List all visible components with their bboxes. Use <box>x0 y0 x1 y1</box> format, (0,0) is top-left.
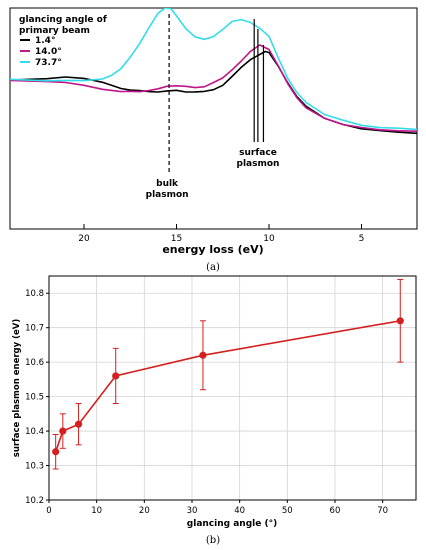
chart-a-plot-area <box>10 8 417 135</box>
data-point-4 <box>199 351 207 359</box>
chart-b-caption: (b) <box>206 535 220 546</box>
y-tick-label-0: 10.2 <box>25 496 44 506</box>
series-line-73-7- <box>10 8 417 131</box>
x-tick-label-0: 20 <box>78 234 90 244</box>
bulk-plasmon-label-0: bulk <box>156 179 179 189</box>
x-tick-label-3: 30 <box>187 506 198 516</box>
y-tick-label-6: 10.8 <box>25 289 44 299</box>
bulk-plasmon-label-1: plasmon <box>146 190 189 200</box>
chart-b-frame <box>48 275 417 501</box>
x-tick-label-5: 50 <box>282 506 293 516</box>
data-point-3 <box>112 372 120 380</box>
chart-b-x-label: glancing angle (°) <box>187 519 277 529</box>
chart-a-frame <box>9 7 418 230</box>
data-line <box>54 320 401 453</box>
chart-a-x-label: energy loss (eV) <box>162 243 263 256</box>
chart-b: 10.2 10.3 10.4 10.5 10.6 10.7 10.8 0 10 20 30 40 50… <box>12 275 417 546</box>
chart-b-data <box>52 278 404 470</box>
legend-title-line-1: glancing angle of <box>19 15 107 25</box>
x-tick-label-0: 0 <box>46 506 51 516</box>
y-tick-label-5: 10.7 <box>25 324 44 334</box>
surface-plasmon-label-0: surface <box>239 148 277 158</box>
legend-items: 1.4°14.0°73.7° <box>20 36 62 68</box>
data-point-2 <box>74 420 83 428</box>
x-tick-label-6: 60 <box>330 506 341 516</box>
y-tick-label-2: 10.4 <box>25 427 44 437</box>
chart-b-y-ticks: 10.2 10.3 10.4 10.5 10.6 10.7 10.8 <box>25 289 49 506</box>
data-point-5 <box>396 317 404 325</box>
y-tick-label-4: 10.6 <box>25 358 44 368</box>
legend-label-0: 1.4° <box>35 36 55 46</box>
x-tick-label-1: 10 <box>91 506 102 516</box>
x-tick-label-4: 40 <box>234 506 245 516</box>
x-tick-label-7: 70 <box>377 506 388 516</box>
series-line-14-0- <box>10 44 417 132</box>
y-tick-label-1: 10.3 <box>25 462 44 472</box>
x-tick-label-2: 10 <box>263 234 275 244</box>
chart-b-y-label: surface plasmon energy (eV) <box>12 319 22 458</box>
data-point-0 <box>52 448 60 456</box>
y-tick-label-3: 10.5 <box>25 393 44 403</box>
chart-a-legend: glancing angle of primary beam 1.4°14.0°… <box>19 15 107 68</box>
legend-title-line-2: primary beam <box>19 26 90 36</box>
legend-label-1: 14.0° <box>35 47 62 57</box>
legend-label-2: 73.7° <box>35 58 62 68</box>
x-tick-label-3: 5 <box>359 234 365 244</box>
chart-b-x-ticks: 0 10 20 30 40 50 60 70 <box>46 500 388 516</box>
chart-a-x-ticks: 20 15 10 5 <box>78 224 364 244</box>
surface-plasmon-label-1: plasmon <box>237 159 280 169</box>
data-point-1 <box>59 427 67 435</box>
chart-a-caption: (a) <box>206 262 220 273</box>
chart-a-series-group <box>10 8 417 135</box>
x-tick-label-1: 15 <box>171 234 182 244</box>
chart-b-grid <box>48 276 416 501</box>
x-tick-label-2: 20 <box>139 506 150 516</box>
